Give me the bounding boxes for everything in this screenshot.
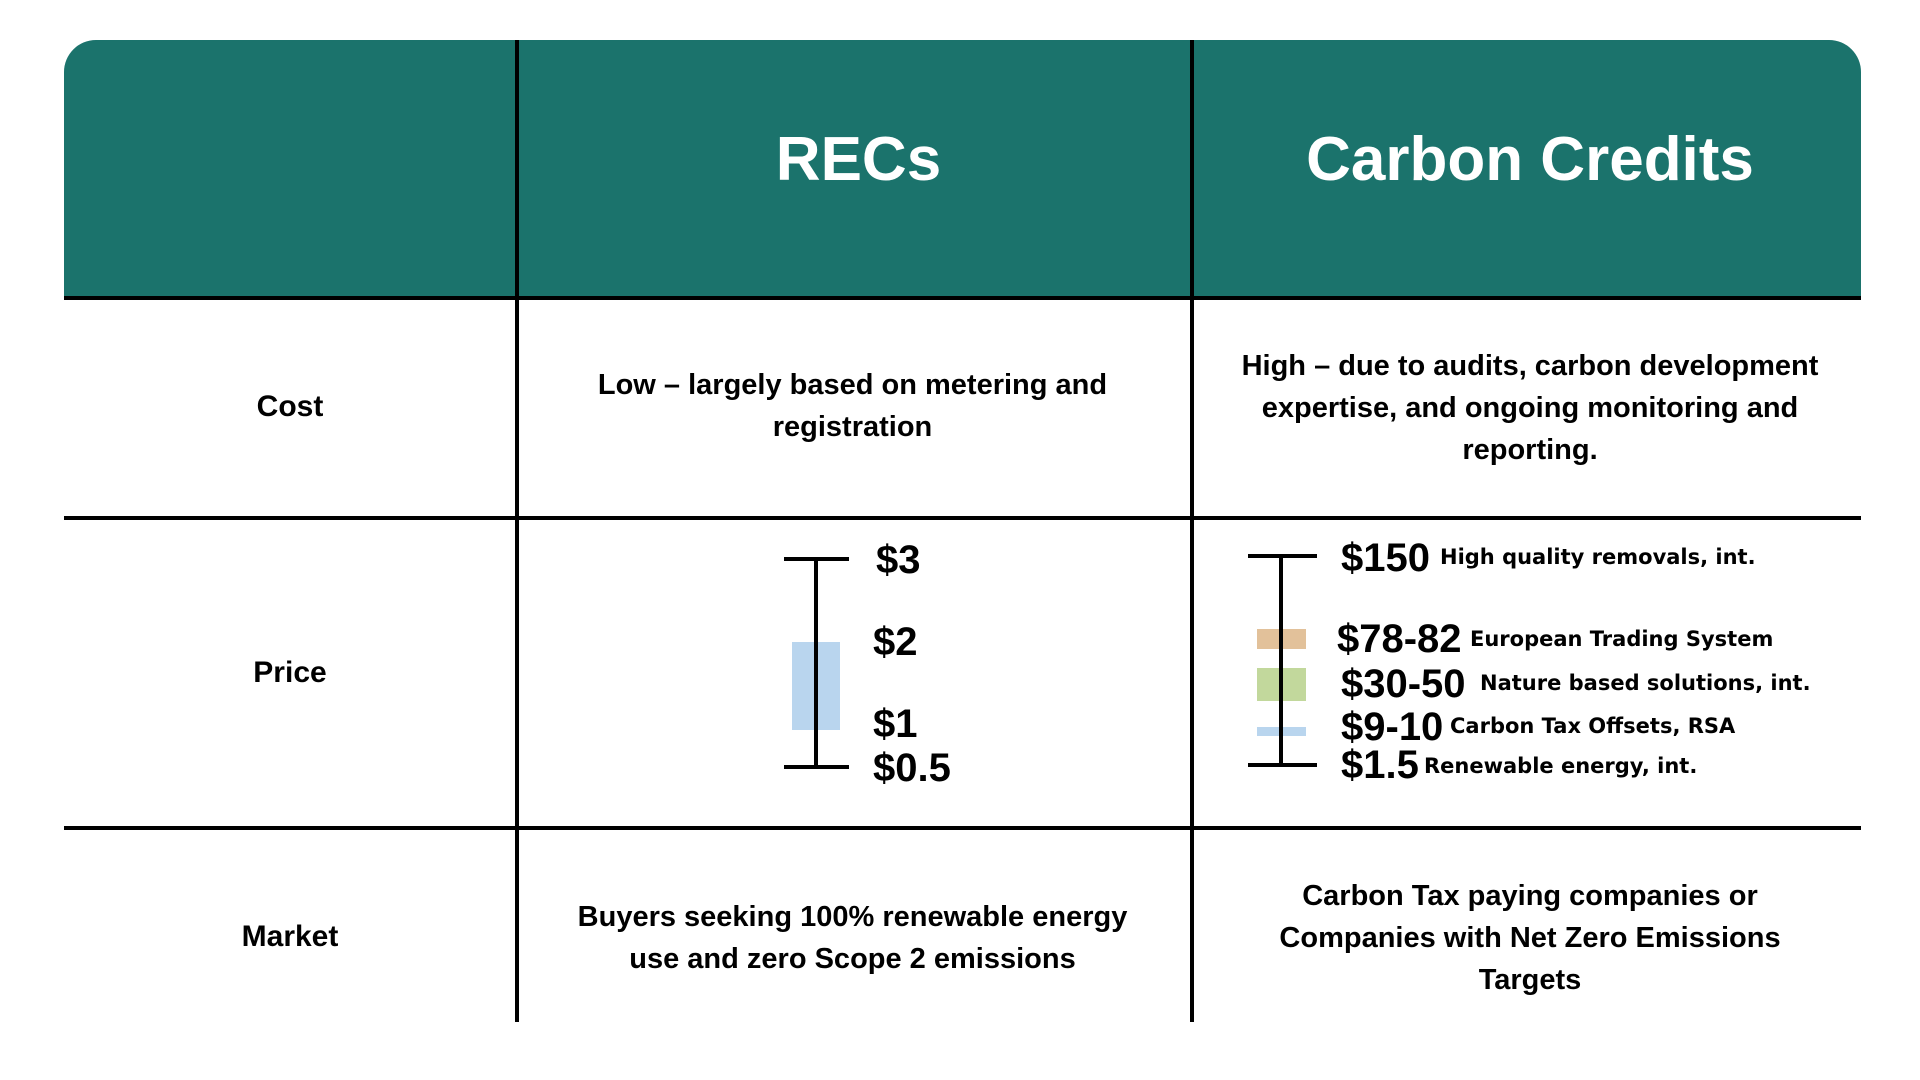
carbon-price-nature: $30-50 — [1341, 662, 1466, 706]
carbon-cost-text: High – due to audits, carbon development… — [1200, 345, 1860, 471]
row-divider-cost-price — [64, 516, 1861, 520]
carbon-desc-tax: Carbon Tax Offsets, RSA — [1450, 714, 1736, 738]
recs-cost-text: Low – largely based on metering and regi… — [540, 364, 1165, 448]
carbon-market-line: Companies with Net Zero Emissions — [1279, 922, 1781, 954]
carbon-desc-renewable: Renewable energy, int. — [1424, 754, 1698, 778]
recs-market-line: Buyers seeking 100% renewable energy — [577, 901, 1128, 933]
recs-market-text: Buyers seeking 100% renewable energy use… — [540, 896, 1165, 980]
carbon-desc-ets: European Trading System — [1470, 627, 1774, 651]
ets-price-marker — [1257, 629, 1306, 649]
column-divider-2 — [1190, 40, 1194, 1022]
carbon-market-line: Targets — [1478, 964, 1582, 996]
row-divider-price-market — [64, 826, 1861, 830]
carbon-price-ets: $78-82 — [1337, 617, 1462, 661]
recs-price-mid-low: $1 — [873, 702, 918, 746]
carbon-cost-line: High – due to audits, carbon development — [1241, 350, 1819, 382]
recs-price-high: $3 — [876, 538, 921, 582]
carbon-credits-column-title: Carbon Credits — [1306, 125, 1754, 194]
nature-price-marker — [1257, 668, 1306, 701]
recs-price-mid-high: $2 — [873, 620, 918, 664]
carbon-tax-price-marker — [1257, 727, 1306, 736]
carbon-desc-nature: Nature based solutions, int. — [1480, 671, 1811, 695]
carbon-cost-line: expertise, and ongoing monitoring and — [1261, 392, 1799, 424]
table-header — [64, 40, 1861, 298]
row-label-market: Market — [241, 920, 339, 953]
carbon-price-tax: $9-10 — [1341, 705, 1444, 749]
recs-market-line: use and zero Scope 2 emissions — [629, 943, 1076, 975]
column-divider-1 — [515, 40, 519, 1022]
carbon-price-removals: $150 — [1341, 536, 1430, 580]
recs-column-title: RECs — [775, 125, 942, 194]
row-label-price: Price — [253, 656, 327, 689]
carbon-price-renewable: $1.5 — [1341, 743, 1419, 787]
header-divider — [64, 296, 1861, 300]
carbon-cost-line: reporting. — [1462, 434, 1598, 466]
recs-cost-line: registration — [772, 411, 933, 443]
recs-price-band — [792, 642, 840, 730]
recs-price-low: $0.5 — [873, 746, 951, 790]
row-label-cost: Cost — [256, 390, 324, 423]
carbon-desc-removals: High quality removals, int. — [1440, 545, 1756, 569]
recs-cost-line: Low – largely based on metering and — [597, 369, 1108, 401]
carbon-market-line: Carbon Tax paying companies or — [1302, 880, 1758, 912]
carbon-market-text: Carbon Tax paying companies or Companies… — [1200, 875, 1860, 1001]
